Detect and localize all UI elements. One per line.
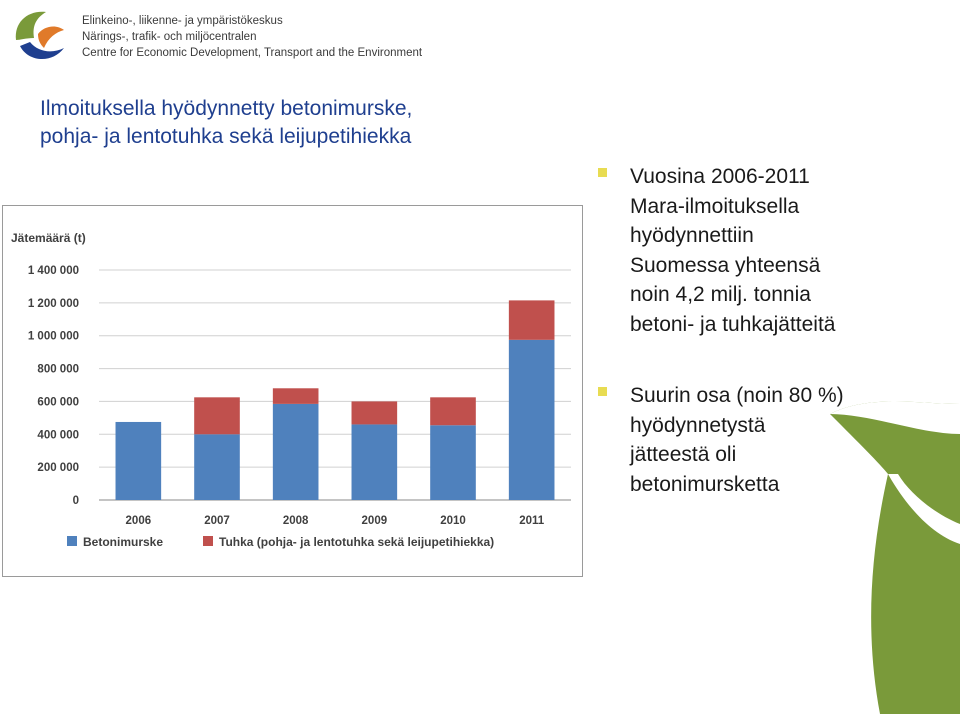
legend-label: Tuhka (pohja- ja lentotuhka sekä leijupe… bbox=[219, 535, 494, 549]
y-axis-label: Jätemäärä (t) bbox=[11, 231, 86, 245]
bar-betonimurske bbox=[272, 403, 319, 500]
bar-betonimurske bbox=[430, 425, 476, 500]
bullet-item: Vuosina 2006-2011 Mara-ilmoituksella hyö… bbox=[596, 162, 886, 339]
org-header: Elinkeino-, liikenne- ja ympäristökeskus… bbox=[8, 4, 428, 66]
y-tick-label: 1 200 000 bbox=[28, 298, 79, 310]
y-tick-label: 600 000 bbox=[37, 396, 79, 408]
bar-betonimurske bbox=[508, 339, 555, 500]
bullet-item: Suurin osa (noin 80 %) hyödynnetystä jät… bbox=[596, 381, 886, 499]
decorative-leaf-shape bbox=[830, 401, 960, 714]
bar-tuhka bbox=[194, 397, 240, 435]
y-tick-labels: 0 200 000 400 000 600 000 800 000 1 000 000 1 … bbox=[28, 265, 79, 507]
bar-betonimurske bbox=[115, 421, 162, 500]
y-tick-label: 1 400 000 bbox=[28, 265, 79, 277]
bar-betonimurske bbox=[351, 424, 398, 500]
org-name-sv: Närings-, trafik- och miljöcentralen bbox=[82, 31, 257, 43]
bar-betonimurske bbox=[194, 434, 240, 500]
y-tick-label: 400 000 bbox=[37, 429, 79, 441]
bullet-square-icon bbox=[598, 387, 607, 396]
bar-tuhka bbox=[272, 388, 319, 404]
y-tick-label: 1 000 000 bbox=[28, 331, 79, 343]
y-tick-label: 800 000 bbox=[37, 364, 79, 376]
org-name-en: Centre for Economic Development, Transpo… bbox=[82, 47, 423, 59]
slide-title-line: pohja- ja lentotuhka sekä leijupetihiekk… bbox=[40, 125, 412, 148]
x-tick-label: 2010 bbox=[440, 515, 466, 527]
bullet-text: Vuosina 2006-2011 Mara-ilmoituksella hyö… bbox=[630, 165, 836, 336]
x-tick-labels: 2006 2007 2008 2009 2010 2011 bbox=[126, 515, 545, 527]
x-tick-label: 2007 bbox=[204, 515, 230, 527]
bar-tuhka bbox=[508, 300, 555, 340]
bullet-list: Vuosina 2006-2011 Mara-ilmoituksella hyö… bbox=[596, 162, 886, 499]
org-name-fi: Elinkeino-, liikenne- ja ympäristökeskus bbox=[82, 15, 283, 27]
bar-tuhka bbox=[430, 397, 476, 426]
chart-canvas: Jätemäärä (t) 0 200 000 400 000 600 000 800 … bbox=[11, 231, 571, 549]
x-tick-label: 2009 bbox=[362, 515, 388, 527]
legend-swatch bbox=[67, 536, 77, 546]
grid-lines bbox=[99, 269, 571, 501]
x-tick-label: 2008 bbox=[283, 515, 309, 527]
slide-title: Ilmoituksella hyödynnetty betonimurske, … bbox=[40, 95, 600, 151]
legend-label: Betonimurske bbox=[83, 535, 163, 549]
x-tick-label: 2011 bbox=[519, 515, 545, 527]
bullet-text: Suurin osa (noin 80 %) hyödynnetystä jät… bbox=[630, 384, 844, 496]
y-tick-label: 200 000 bbox=[37, 462, 79, 474]
bars bbox=[115, 300, 555, 500]
bar-chart: Jätemäärä (t) 0 200 000 400 000 600 000 800 … bbox=[2, 205, 583, 577]
ely-logo-icon bbox=[12, 8, 68, 64]
legend-swatch bbox=[203, 536, 213, 546]
legend: Betonimurske Tuhka (pohja- ja lentotuhka … bbox=[67, 535, 494, 549]
y-tick-label: 0 bbox=[73, 495, 79, 507]
bullet-square-icon bbox=[598, 168, 607, 177]
x-tick-label: 2006 bbox=[126, 515, 152, 527]
slide-title-line: Ilmoituksella hyödynnetty betonimurske, bbox=[40, 97, 413, 120]
bar-tuhka bbox=[351, 401, 398, 425]
